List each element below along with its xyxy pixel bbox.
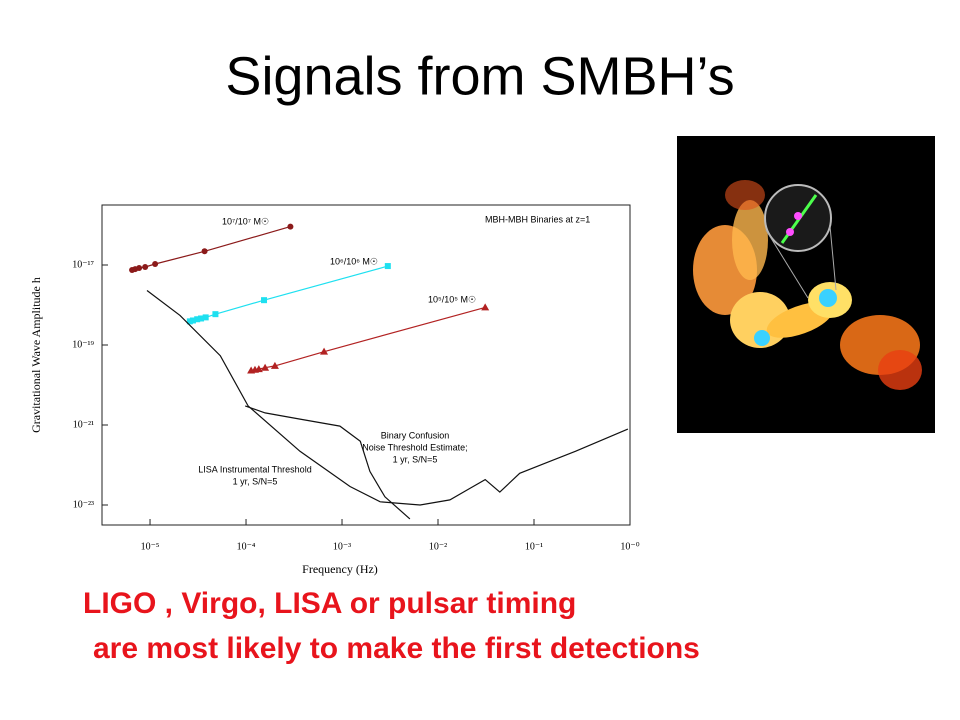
marker (202, 314, 209, 321)
x-tick-label: 10⁻⁵ (141, 541, 160, 552)
marker (201, 248, 208, 255)
series-label: 10⁷/10⁷ M☉ (222, 216, 269, 226)
marker (481, 303, 490, 311)
marker (152, 260, 159, 267)
marker (136, 265, 143, 272)
y-tick-label: 10⁻²¹ (73, 419, 94, 430)
series-line (189, 265, 388, 322)
plot-frame (101, 204, 631, 526)
series-line (245, 405, 411, 520)
y-axis-title: Gravitational Wave Amplitude h (29, 277, 43, 433)
x-tick-label: 10⁻³ (333, 541, 351, 552)
series-label: 10⁵/10⁵ M☉ (428, 294, 476, 304)
marker (320, 347, 329, 355)
chart-annotation: MBH-MBH Binaries at z=1 (485, 214, 590, 224)
x-tick-label: 10⁻⁴ (237, 541, 256, 552)
series-label: Binary Confusion (381, 430, 450, 440)
marker (384, 263, 391, 270)
marker (254, 365, 263, 373)
x-tick-label: 10⁻² (429, 541, 447, 552)
series-label: 1 yr, S/N=5 (393, 454, 438, 464)
y-tick-label: 10⁻¹⁹ (72, 339, 94, 350)
series-label: LISA Instrumental Threshold (198, 464, 311, 474)
series-label: 1 yr, S/N=5 (233, 476, 278, 486)
caption-line: are most likely to make the first detect… (93, 632, 700, 665)
photo (677, 136, 935, 433)
marker (186, 318, 193, 325)
marker (142, 264, 149, 271)
x-tick-label: 10⁻¹ (525, 541, 543, 552)
x-tick-label: 10⁻⁰ (620, 541, 639, 552)
series-line (250, 306, 486, 372)
series-label: Noise Threshold Estimate; (362, 442, 467, 452)
series-label: 10⁶/10⁶ M☉ (330, 256, 378, 266)
marker (261, 297, 268, 304)
marker (189, 317, 196, 324)
y-tick-label: 10⁻¹⁷ (72, 259, 94, 270)
marker (194, 316, 201, 323)
marker (287, 223, 294, 230)
marker (270, 361, 279, 369)
marker (261, 363, 270, 371)
y-tick-label: 10⁻²³ (73, 499, 94, 510)
slide-title: Signals from SMBH’s (225, 46, 734, 106)
caption-line: LIGO , Virgo, LISA or pulsar timing (83, 587, 576, 620)
marker (212, 311, 219, 318)
marker (198, 315, 205, 322)
series-line (146, 290, 629, 506)
chart: 10⁻⁵ 10⁻⁴ 10⁻³ 10⁻² 10⁻¹ 10⁻⁰ 10⁻¹⁷ 10⁻¹⁹ 10⁻²¹ 1… (29, 204, 640, 576)
x-axis-title: Frequency (Hz) (302, 562, 378, 576)
